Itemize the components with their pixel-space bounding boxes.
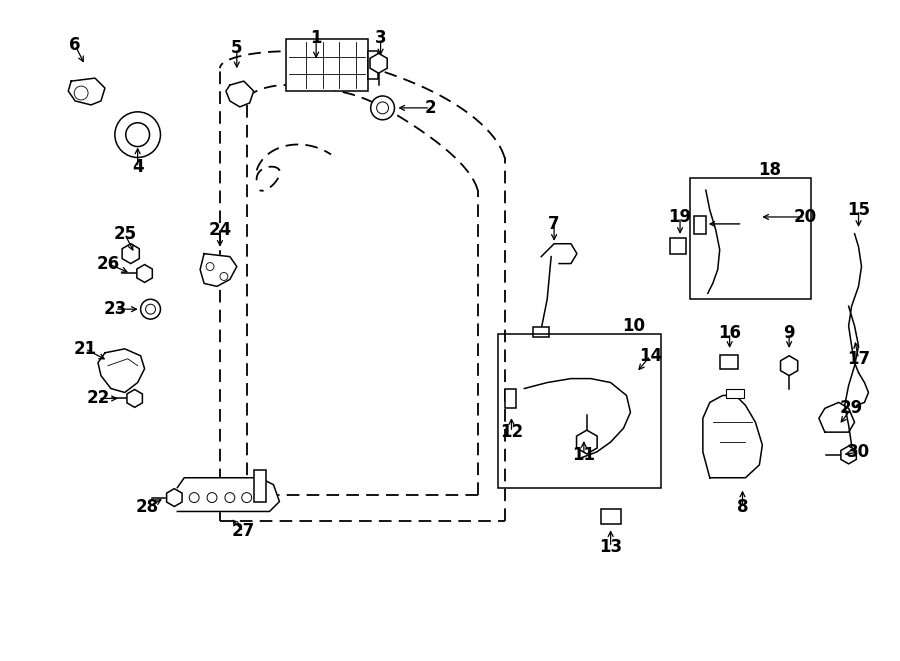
Circle shape (206, 262, 214, 270)
Bar (600, 510, 621, 524)
Circle shape (74, 86, 88, 100)
Text: 27: 27 (232, 522, 256, 540)
Text: 4: 4 (131, 159, 143, 176)
Text: 2: 2 (425, 99, 436, 117)
Circle shape (115, 112, 160, 157)
Polygon shape (541, 244, 577, 264)
Text: 20: 20 (794, 208, 816, 226)
Polygon shape (841, 446, 857, 464)
Text: 25: 25 (113, 225, 136, 243)
Bar (286, 40, 368, 91)
Text: 21: 21 (74, 340, 96, 358)
Text: 22: 22 (86, 389, 110, 407)
Polygon shape (780, 356, 797, 375)
Bar (368, 52, 378, 79)
Polygon shape (177, 478, 279, 512)
Text: 11: 11 (572, 446, 596, 464)
Polygon shape (127, 389, 142, 407)
Bar (725, 389, 743, 399)
Text: 19: 19 (669, 208, 691, 226)
Text: 10: 10 (622, 317, 645, 335)
Text: 29: 29 (840, 399, 863, 417)
Text: 6: 6 (69, 36, 81, 54)
Text: 13: 13 (599, 538, 622, 556)
Text: 12: 12 (500, 423, 523, 441)
Text: 1: 1 (310, 30, 322, 48)
Polygon shape (68, 78, 105, 105)
Polygon shape (577, 430, 597, 454)
Bar (694, 216, 706, 234)
Text: 24: 24 (208, 221, 231, 239)
Circle shape (220, 272, 228, 280)
Text: 9: 9 (783, 324, 795, 342)
Circle shape (126, 123, 149, 147)
Text: 17: 17 (847, 350, 870, 368)
Circle shape (371, 96, 394, 120)
Polygon shape (200, 254, 237, 286)
Bar (670, 238, 686, 254)
Bar (534, 327, 549, 337)
Text: 14: 14 (639, 347, 662, 365)
Text: 28: 28 (136, 498, 159, 516)
Text: 8: 8 (737, 498, 748, 516)
Text: 16: 16 (718, 324, 741, 342)
Text: 15: 15 (847, 201, 870, 219)
Text: 26: 26 (96, 254, 120, 272)
Text: 18: 18 (758, 161, 781, 179)
Bar (498, 334, 662, 488)
Polygon shape (370, 54, 387, 73)
Bar (254, 470, 266, 502)
Text: 23: 23 (104, 300, 127, 318)
Circle shape (140, 299, 160, 319)
Text: 7: 7 (548, 215, 560, 233)
Polygon shape (166, 488, 182, 506)
Text: 30: 30 (847, 443, 870, 461)
Polygon shape (703, 395, 762, 478)
Bar (690, 178, 811, 299)
Bar (720, 355, 738, 369)
Text: 3: 3 (374, 30, 386, 48)
Bar (505, 389, 517, 408)
Polygon shape (226, 81, 254, 107)
Polygon shape (137, 264, 152, 282)
Text: 5: 5 (231, 40, 243, 58)
Polygon shape (819, 403, 855, 432)
Polygon shape (98, 349, 145, 393)
